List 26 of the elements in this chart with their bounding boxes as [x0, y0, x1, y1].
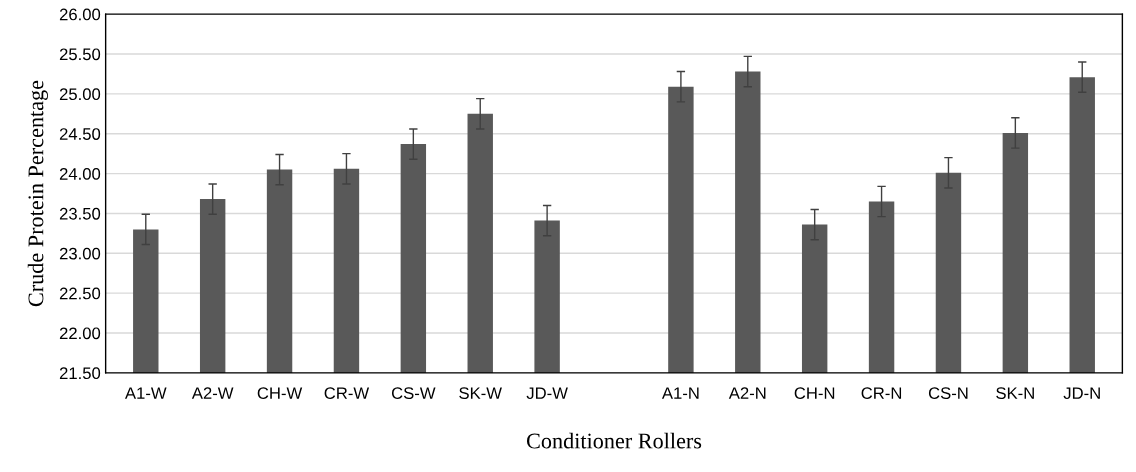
y-tick-label: 21.50	[59, 367, 101, 380]
x-tick-label: A2-W	[191, 387, 234, 399]
x-tick-label: CS-N	[928, 387, 968, 400]
y-tick-label: 23.50	[59, 207, 101, 220]
x-axis-title: Conditioner Rollers	[526, 432, 702, 449]
x-tick-label: SK-W	[459, 387, 502, 400]
y-tick-label: 23.00	[59, 247, 101, 260]
x-tick-label: JD-N	[1063, 387, 1100, 400]
x-tick-label: JD-W	[526, 387, 568, 400]
y-tick-label: 24.50	[59, 128, 101, 140]
y-tick-label: 25.50	[59, 48, 101, 61]
x-tick-label: A1-W	[124, 387, 167, 399]
x-tick-label: A2-N	[728, 387, 766, 399]
x-tick-label: CS-W	[391, 387, 436, 400]
x-tick-label: SK-N	[996, 387, 1034, 400]
x-tick-label: CR-W	[324, 387, 370, 400]
x-tick-label: A1-N	[661, 387, 699, 399]
y-tick-label: 22.50	[59, 287, 101, 300]
x-tick-label: CH-N	[794, 387, 835, 400]
y-tick-label: 26.00	[59, 8, 101, 21]
y-tick-label: 22.00	[59, 327, 101, 340]
y-axis-title: Crude Protein Percentage	[27, 80, 48, 307]
x-tick-label: CH-W	[257, 387, 303, 400]
x-tick-label: CR-N	[861, 387, 902, 400]
y-tick-label: 25.00	[59, 88, 101, 101]
y-tick-label: 24.00	[59, 167, 101, 180]
